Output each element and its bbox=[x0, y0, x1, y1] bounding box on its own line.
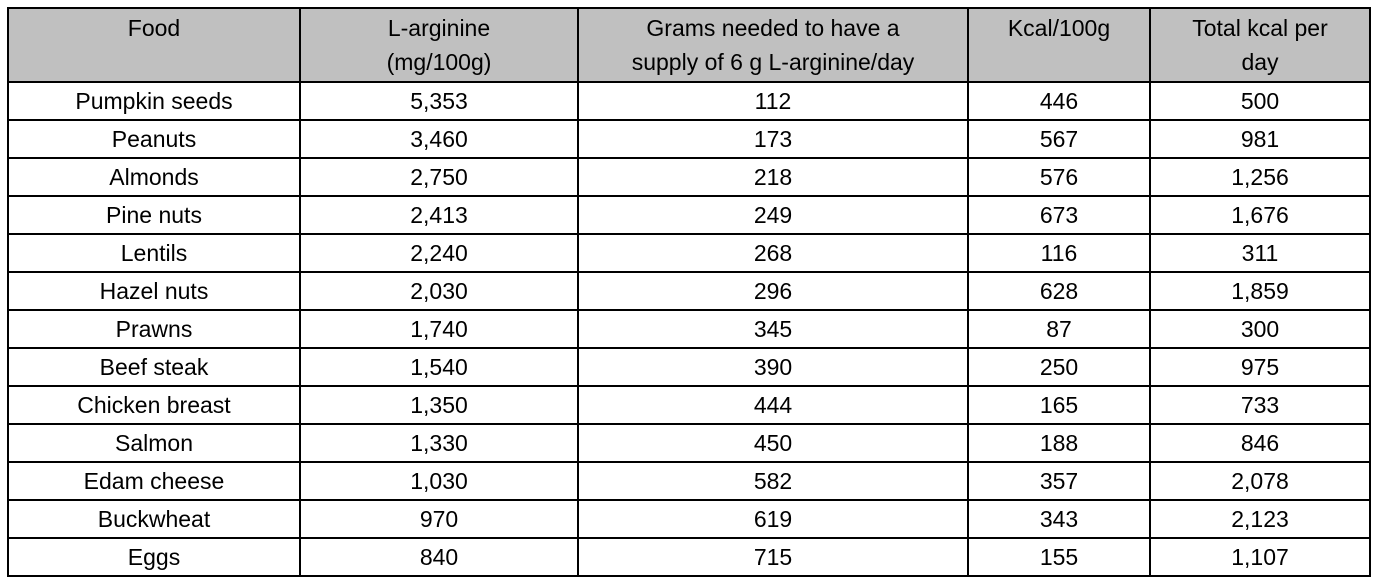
value-cell: 5,353 bbox=[299, 81, 579, 121]
value-cell: 2,413 bbox=[299, 195, 579, 235]
value-cell: 450 bbox=[577, 423, 969, 463]
header-cell: L-arginine (mg/100g) bbox=[299, 7, 579, 83]
value-cell: 2,030 bbox=[299, 271, 579, 311]
table-row: Pine nuts 2,413 249 673 1,676 bbox=[7, 195, 1371, 235]
food-cell: Pine nuts bbox=[7, 195, 301, 235]
header-text: Food bbox=[127, 15, 181, 41]
food-cell: Buckwheat bbox=[7, 499, 301, 539]
value-cell: 1,350 bbox=[299, 385, 579, 425]
value-cell: 846 bbox=[1149, 423, 1371, 463]
food-cell: Eggs bbox=[7, 537, 301, 577]
value-cell: 500 bbox=[1149, 81, 1371, 121]
table-row: Hazel nuts 2,030 296 628 1,859 bbox=[7, 271, 1371, 311]
table-row: Pumpkin seeds 5,353 112 446 500 bbox=[7, 81, 1371, 121]
header-row: Food L-arginine (mg/100g) Grams needed to h… bbox=[7, 7, 1371, 83]
food-cell: Beef steak bbox=[7, 347, 301, 387]
table-row: Eggs 840 715 155 1,107 bbox=[7, 537, 1371, 577]
value-cell: 165 bbox=[967, 385, 1151, 425]
food-cell: Lentils bbox=[7, 233, 301, 273]
header-text: (mg/100g) bbox=[386, 49, 492, 75]
header-cell: Total kcal per day bbox=[1149, 7, 1371, 83]
value-cell: 628 bbox=[967, 271, 1151, 311]
food-cell: Edam cheese bbox=[7, 461, 301, 501]
table-body: Pumpkin seeds 5,353 112 446 500 Peanuts 3,460 1… bbox=[7, 81, 1371, 577]
value-cell: 173 bbox=[577, 119, 969, 159]
table-row: Almonds 2,750 218 576 1,256 bbox=[7, 157, 1371, 197]
value-cell: 155 bbox=[967, 537, 1151, 577]
value-cell: 250 bbox=[967, 347, 1151, 387]
value-cell: 981 bbox=[1149, 119, 1371, 159]
food-cell: Prawns bbox=[7, 309, 301, 349]
table-row: Peanuts 3,460 173 567 981 bbox=[7, 119, 1371, 159]
value-cell: 733 bbox=[1149, 385, 1371, 425]
value-cell: 1,540 bbox=[299, 347, 579, 387]
value-cell: 249 bbox=[577, 195, 969, 235]
value-cell: 1,676 bbox=[1149, 195, 1371, 235]
value-cell: 673 bbox=[967, 195, 1151, 235]
header-cell: Kcal/100g bbox=[967, 7, 1151, 83]
value-cell: 268 bbox=[577, 233, 969, 273]
value-cell: 300 bbox=[1149, 309, 1371, 349]
header-text: day bbox=[1241, 49, 1279, 75]
table-row: Buckwheat 970 619 343 2,123 bbox=[7, 499, 1371, 539]
value-cell: 116 bbox=[967, 233, 1151, 273]
value-cell: 296 bbox=[577, 271, 969, 311]
table-row: Salmon 1,330 450 188 846 bbox=[7, 423, 1371, 463]
value-cell: 1,740 bbox=[299, 309, 579, 349]
value-cell: 357 bbox=[967, 461, 1151, 501]
value-cell: 975 bbox=[1149, 347, 1371, 387]
value-cell: 112 bbox=[577, 81, 969, 121]
value-cell: 1,256 bbox=[1149, 157, 1371, 197]
header-text: Kcal/100g bbox=[1007, 15, 1111, 41]
table-header: Food L-arginine (mg/100g) Grams needed to h… bbox=[7, 7, 1371, 83]
value-cell: 87 bbox=[967, 309, 1151, 349]
value-cell: 1,107 bbox=[1149, 537, 1371, 577]
value-cell: 2,078 bbox=[1149, 461, 1371, 501]
header-text: Total kcal per bbox=[1192, 15, 1328, 41]
table-row: Edam cheese 1,030 582 357 2,078 bbox=[7, 461, 1371, 501]
value-cell: 188 bbox=[967, 423, 1151, 463]
value-cell: 345 bbox=[577, 309, 969, 349]
value-cell: 2,240 bbox=[299, 233, 579, 273]
value-cell: 970 bbox=[299, 499, 579, 539]
value-cell: 446 bbox=[967, 81, 1151, 121]
value-cell: 576 bbox=[967, 157, 1151, 197]
value-cell: 840 bbox=[299, 537, 579, 577]
value-cell: 218 bbox=[577, 157, 969, 197]
food-cell: Peanuts bbox=[7, 119, 301, 159]
value-cell: 2,123 bbox=[1149, 499, 1371, 539]
value-cell: 3,460 bbox=[299, 119, 579, 159]
value-cell: 567 bbox=[967, 119, 1151, 159]
value-cell: 390 bbox=[577, 347, 969, 387]
value-cell: 2,750 bbox=[299, 157, 579, 197]
header-text: Grams needed to have a bbox=[646, 15, 900, 41]
food-cell: Hazel nuts bbox=[7, 271, 301, 311]
value-cell: 343 bbox=[967, 499, 1151, 539]
table-row: Chicken breast 1,350 444 165 733 bbox=[7, 385, 1371, 425]
food-cell: Salmon bbox=[7, 423, 301, 463]
value-cell: 715 bbox=[577, 537, 969, 577]
food-cell: Almonds bbox=[7, 157, 301, 197]
arginine-table: Food L-arginine (mg/100g) Grams needed to h… bbox=[7, 7, 1371, 577]
header-text: supply of 6 g L-arginine/day bbox=[631, 49, 915, 75]
value-cell: 1,330 bbox=[299, 423, 579, 463]
food-cell: Pumpkin seeds bbox=[7, 81, 301, 121]
food-cell: Chicken breast bbox=[7, 385, 301, 425]
table-row: Lentils 2,240 268 116 311 bbox=[7, 233, 1371, 273]
value-cell: 582 bbox=[577, 461, 969, 501]
table-row: Beef steak 1,540 390 250 975 bbox=[7, 347, 1371, 387]
header-text: L-arginine bbox=[387, 15, 491, 41]
header-cell: Grams needed to have a supply of 6 g L-ar… bbox=[577, 7, 969, 83]
value-cell: 1,030 bbox=[299, 461, 579, 501]
value-cell: 311 bbox=[1149, 233, 1371, 273]
value-cell: 619 bbox=[577, 499, 969, 539]
header-cell: Food bbox=[7, 7, 301, 83]
value-cell: 444 bbox=[577, 385, 969, 425]
table-row: Prawns 1,740 345 87 300 bbox=[7, 309, 1371, 349]
value-cell: 1,859 bbox=[1149, 271, 1371, 311]
